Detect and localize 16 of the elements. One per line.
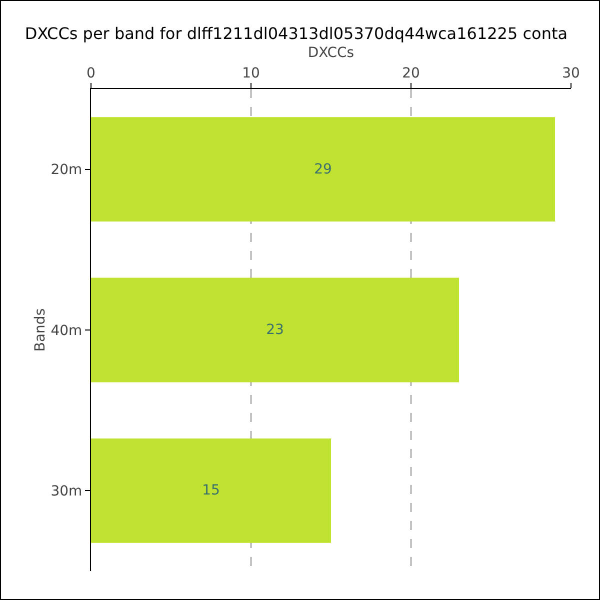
data-label: 23 [266, 322, 284, 338]
bar [91, 438, 331, 543]
y-axis-title: Bands [32, 308, 49, 352]
x-tick-label: 0 [86, 65, 96, 82]
data-label: 29 [314, 161, 332, 178]
chart-title: DXCCs per band for dlff1211dl04313dl05370dq44wca161225 conta [24, 24, 568, 44]
y-tick-label: 40m [50, 322, 82, 339]
bar [91, 278, 459, 382]
x-tick-label: 10 [242, 65, 260, 82]
x-tick-label: 30 [562, 65, 580, 82]
x-tick-label: 20 [402, 65, 420, 82]
y-tick-label: 20m [50, 162, 82, 178]
data-label: 15 [202, 482, 220, 499]
x-axis-title: DXCCs [308, 45, 354, 61]
bar [91, 117, 555, 222]
y-tick-label: 30m [50, 484, 82, 500]
